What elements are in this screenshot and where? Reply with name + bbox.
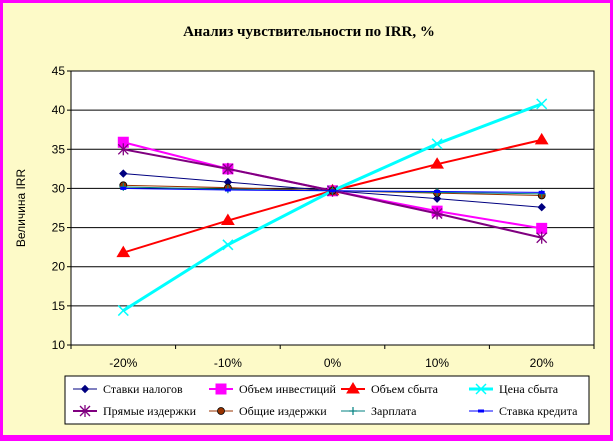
legend-item: Прямые издержки — [73, 404, 197, 418]
x-tick-label: 0% — [324, 356, 342, 370]
data-point — [432, 194, 442, 203]
data-point — [534, 132, 549, 145]
chart-canvas: Анализ чувствительности по IRR, % 10 15 20… — [14, 24, 595, 425]
data-point — [221, 213, 235, 226]
legend-marker — [80, 384, 90, 394]
legend-item: Объем инвестиций — [209, 382, 336, 396]
legend-item: Ставки налогов — [73, 382, 183, 396]
data-point — [536, 231, 548, 244]
data-point — [431, 207, 443, 220]
legend-label: Объем инвестиций — [239, 382, 336, 396]
legend-item: Объем сбыта — [341, 382, 439, 396]
y-tick-label: 30 — [52, 181, 66, 195]
data-point — [537, 203, 546, 212]
legend-item: Цена сбыта — [469, 382, 559, 396]
y-tick-label: 10 — [52, 338, 66, 352]
data-point — [116, 245, 131, 258]
chart-title: Анализ чувствительности по IRR, % — [183, 24, 435, 40]
data-point — [430, 157, 444, 169]
data-point — [222, 239, 234, 251]
legend: Ставки налогов Объем инвестиций Объем сбыт… — [73, 382, 578, 418]
y-tick-label: 20 — [52, 260, 66, 274]
legend-item: Ставка кредита — [469, 404, 578, 418]
y-tick-label: 15 — [52, 299, 66, 313]
data-point — [434, 190, 441, 194]
legend-label: Общие издержки — [239, 404, 327, 418]
legend-label: Ставка кредита — [499, 404, 578, 418]
legend-marker — [79, 405, 91, 417]
legend-label: Прямые издержки — [103, 404, 197, 418]
data-point — [536, 98, 548, 110]
legend-marker — [475, 383, 487, 395]
data-point — [224, 188, 231, 192]
legend-marker — [346, 382, 360, 394]
legend-marker — [215, 383, 227, 395]
legend-label: Объем сбыта — [371, 382, 439, 396]
y-tick-label: 45 — [52, 64, 66, 78]
data-point — [222, 162, 234, 175]
data-point — [329, 189, 336, 193]
x-tick-label: -10% — [214, 356, 242, 370]
legend-marker — [478, 409, 484, 413]
gridlines — [71, 109, 594, 307]
series-8 — [120, 186, 545, 194]
y-axis-label: Величина IRR — [14, 169, 28, 248]
legend-label: Цена сбыта — [499, 382, 559, 396]
legend-label: Ставки налогов — [103, 382, 183, 396]
data-point — [119, 169, 128, 178]
x-tick-label: -20% — [109, 356, 137, 370]
data-point — [117, 143, 129, 156]
legend-marker — [217, 407, 225, 415]
legend-item: Общие издержки — [209, 404, 327, 418]
legend-item: Зарплата — [341, 404, 417, 418]
plot-area — [70, 70, 595, 346]
y-tick-label: 40 — [52, 103, 66, 117]
legend-marker — [349, 407, 357, 415]
y-tick-label: 25 — [52, 221, 66, 235]
data-point — [431, 138, 443, 150]
legend-box — [64, 375, 590, 425]
x-tick-label: 20% — [530, 356, 554, 370]
data-point — [538, 190, 545, 194]
x-tick-label: 10% — [425, 356, 449, 370]
data-point — [117, 305, 129, 317]
data-point — [120, 186, 127, 190]
axes: 10 15 20 25 30 35 40 45 -20% -10% 0% 10% 20% — [52, 64, 595, 370]
series-lines — [116, 98, 549, 317]
y-tick-label: 35 — [52, 142, 66, 156]
legend-label: Зарплата — [371, 404, 417, 418]
